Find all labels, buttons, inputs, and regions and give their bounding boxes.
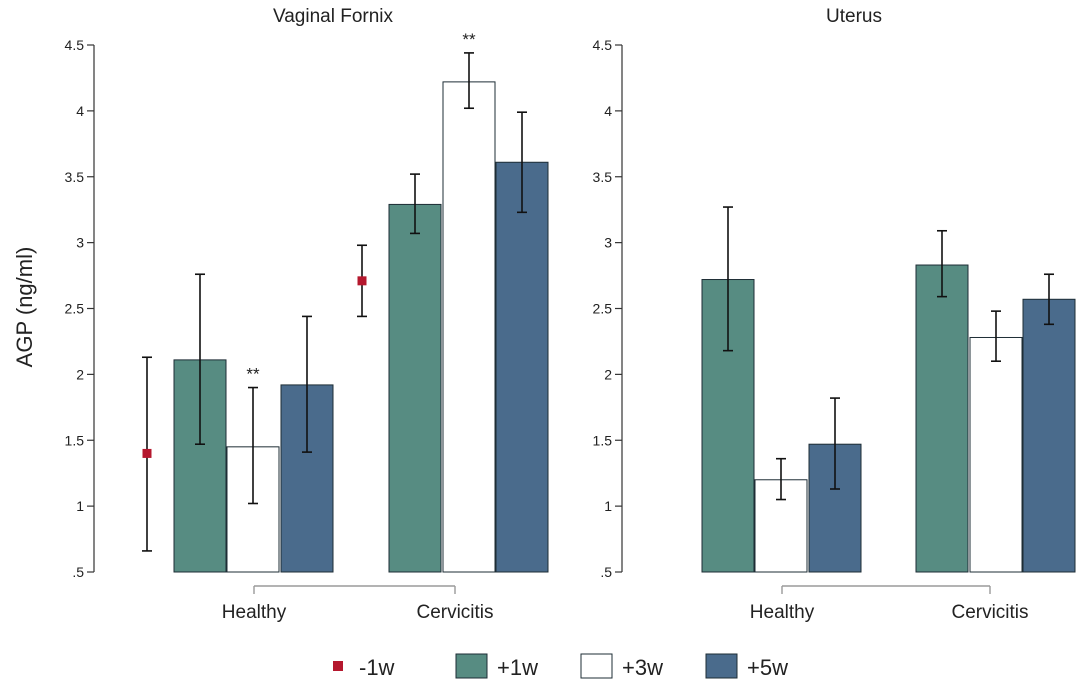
panel-title: Vaginal Fornix (273, 6, 394, 27)
y-tick-label: 2.5 (65, 301, 85, 317)
legend-swatch (705, 653, 738, 679)
legend-label: +5w (747, 655, 788, 680)
y-tick-label: 1.5 (593, 432, 613, 448)
legend-item-minus1w: -1w (333, 655, 395, 680)
y-tick-label: 3.5 (65, 169, 85, 185)
legend-item-plus5w: +5w (705, 653, 788, 680)
panel-vaginal-fornix: Vaginal Fornix .5 1 1.5 2 2.5 3 3.5 4 4.5 ** ** Heal… (65, 6, 549, 623)
y-tick-label: 1 (604, 498, 612, 514)
bar-cervicitis-plus5w (495, 161, 549, 573)
y-tick-label: 4 (604, 103, 612, 119)
bar-cervicitis-plus1w (388, 203, 442, 573)
x-category-label: Cervicitis (951, 602, 1028, 623)
y-tick-label: 1.5 (65, 432, 85, 448)
y-tick-label: 2 (604, 366, 612, 382)
y-tick-label: 4 (76, 103, 84, 119)
y-tick-label: 2.5 (593, 301, 613, 317)
marker-healthy-minus1w (142, 448, 152, 458)
legend-swatch (580, 653, 613, 679)
panel-title: Uterus (826, 6, 882, 27)
y-tick-label: 3.5 (593, 169, 613, 185)
legend-label: +1w (497, 655, 538, 680)
y-tick-label: 4.5 (593, 37, 613, 53)
y-tick-label: .5 (600, 564, 612, 580)
x-category-label: Healthy (750, 602, 815, 623)
legend-label: -1w (359, 655, 395, 680)
legend-item-plus1w: +1w (455, 653, 538, 680)
y-tick-label: 1 (76, 498, 84, 514)
legend: -1w +1w +3w +5w (333, 653, 788, 680)
y-tick-label: 3 (76, 235, 84, 251)
legend-item-plus3w: +3w (580, 653, 663, 680)
bar-cervicitis-plus5w (1022, 298, 1076, 573)
bar-cervicitis-plus3w (969, 336, 1023, 573)
legend-label: +3w (622, 655, 663, 680)
legend-swatch (333, 661, 343, 671)
y-tick-label: .5 (72, 564, 84, 580)
marker-cervicitis-minus1w (357, 276, 367, 286)
x-category-label: Healthy (222, 602, 287, 623)
x-category-label: Cervicitis (416, 602, 493, 623)
significance-marker: ** (462, 30, 476, 49)
y-tick-label: 3 (604, 235, 612, 251)
panel-uterus: Uterus .5 1 1.5 2 2.5 3 3.5 4 4.5 Healthy Cerviciti… (593, 6, 1076, 623)
significance-marker: ** (246, 365, 260, 384)
y-axis-label: AGP (ng/ml) (12, 247, 37, 368)
legend-swatch (455, 653, 488, 679)
y-tick-label: 4.5 (65, 37, 85, 53)
bar-cervicitis-plus1w (915, 264, 969, 573)
y-tick-label: 2 (76, 366, 84, 382)
bar-cervicitis-plus3w (442, 81, 496, 573)
